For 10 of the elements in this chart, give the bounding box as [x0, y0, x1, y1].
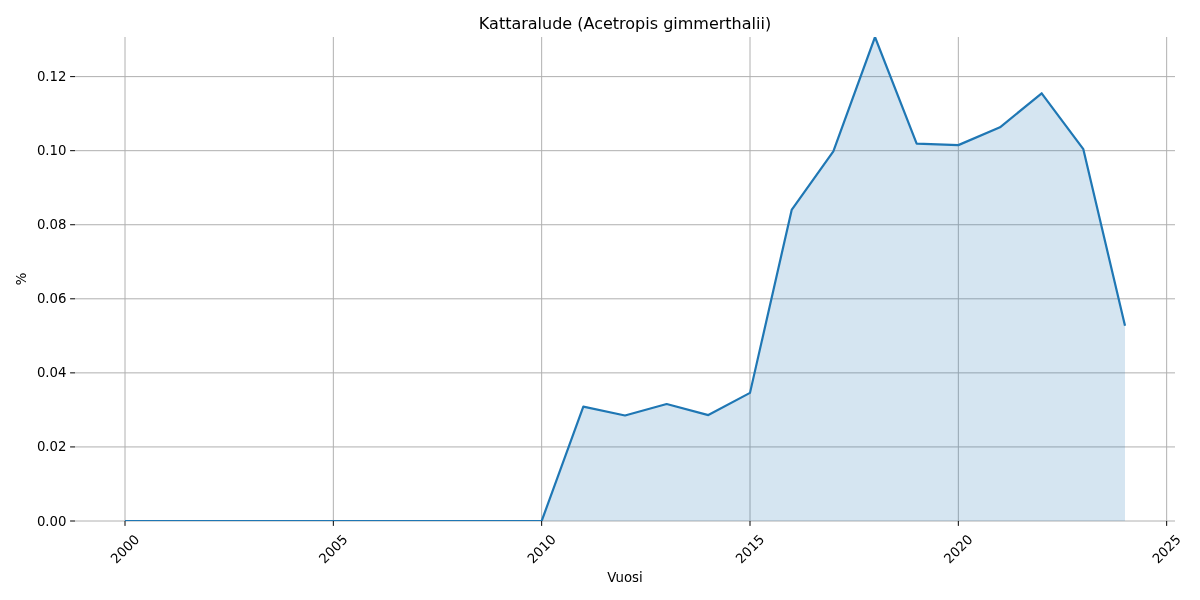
chart-title: Kattaralude (Acetropis gimmerthalii) — [478, 13, 772, 33]
y-tick-label: 0.00 — [36, 513, 67, 529]
y-tick-label: 0.08 — [36, 217, 67, 233]
y-tick-label: 0.12 — [36, 69, 67, 85]
y-tick-label: 0.10 — [36, 143, 67, 159]
y-tick-label: 0.06 — [36, 291, 67, 307]
y-axis-title: % — [13, 272, 29, 286]
x-axis-title: Vuosi — [607, 569, 643, 585]
y-tick-label: 0.04 — [36, 365, 67, 381]
y-tick-label: 0.02 — [36, 439, 67, 455]
